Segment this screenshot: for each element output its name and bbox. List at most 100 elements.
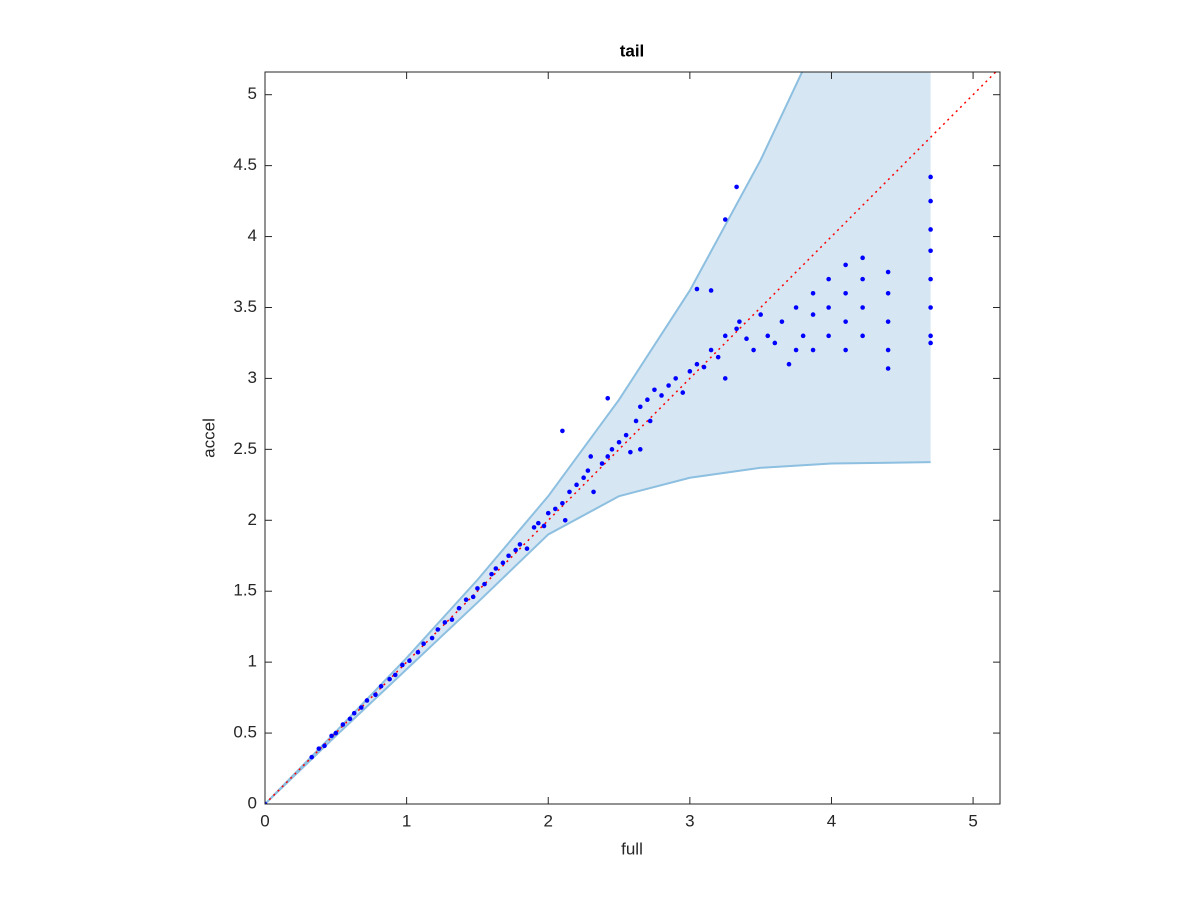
scatter-point — [722, 333, 728, 339]
scatter-point — [666, 383, 671, 388]
scatter-point — [265, 801, 268, 804]
scatter-point — [387, 676, 392, 682]
scatter-point — [810, 347, 816, 353]
scatter-point — [605, 395, 611, 401]
scatter-point — [843, 347, 848, 353]
scatter-point — [506, 553, 511, 559]
scatter-point — [652, 387, 657, 393]
y-tick-label: 5 — [248, 84, 257, 103]
scatter-point — [429, 635, 435, 641]
scatter-point — [531, 525, 537, 530]
scatter-point — [470, 594, 476, 600]
x-tick-label: 4 — [827, 811, 836, 830]
scatter-point — [860, 255, 865, 261]
scatter-point — [333, 730, 339, 736]
scatter-point — [329, 733, 334, 739]
scatter-point — [772, 340, 778, 346]
scatter-point — [860, 276, 865, 282]
scatter-point — [449, 617, 455, 622]
scatter-point — [588, 454, 594, 459]
y-tick-label: 0.5 — [233, 723, 257, 742]
scatter-point — [585, 468, 591, 473]
scatter-point — [928, 333, 933, 339]
scatter-point — [309, 754, 315, 760]
confidence-band — [265, 72, 931, 804]
y-axis-label: accel — [199, 418, 218, 458]
scatter-point — [442, 620, 448, 625]
scatter-point — [744, 336, 749, 341]
scatter-point — [800, 333, 806, 339]
scatter-point — [734, 184, 739, 190]
scatter-point — [553, 506, 558, 512]
scatter-point — [562, 517, 568, 523]
scatter-point — [628, 449, 633, 455]
scatter-point — [500, 560, 506, 566]
scatter-point — [715, 354, 721, 360]
scatter-point — [647, 418, 653, 424]
y-tick-label: 1 — [248, 652, 257, 671]
scatter-point — [928, 276, 933, 282]
scatter-point — [373, 692, 378, 698]
scatter-point — [722, 217, 728, 222]
scatter-point — [340, 722, 346, 727]
scatter-point — [885, 347, 891, 353]
scatter-point — [378, 683, 384, 689]
scatter-point — [928, 340, 933, 346]
scatter-point — [765, 333, 771, 339]
scatter-point — [524, 546, 530, 551]
scatter-point — [885, 291, 891, 296]
scatter-point — [826, 305, 831, 310]
scatter-point — [928, 174, 933, 180]
y-tick-label: 2 — [248, 510, 257, 529]
scatter-point — [407, 658, 412, 664]
scatter-point — [482, 581, 487, 587]
scatter-point — [860, 333, 865, 339]
scatter-point — [786, 361, 792, 367]
scatter-point — [545, 510, 551, 516]
scatter-point — [351, 710, 357, 716]
scatter-point — [843, 291, 848, 296]
scatter-point — [421, 641, 426, 646]
scatter-point — [599, 461, 605, 466]
scatter-point — [616, 439, 622, 445]
scatter-point — [581, 475, 586, 481]
scatter-point — [751, 347, 756, 353]
scatter-point — [400, 662, 405, 668]
scatter-point — [637, 404, 643, 410]
y-tick-label: 1.5 — [233, 581, 257, 600]
scatter-point — [456, 605, 462, 611]
x-axis-label: full — [621, 839, 643, 858]
scatter-point — [415, 649, 421, 655]
plot-area — [265, 72, 997, 804]
scatter-point — [885, 269, 891, 275]
scatter-point — [701, 364, 707, 370]
scatter-point — [322, 743, 327, 749]
scatter-point — [637, 447, 643, 452]
axes: 0 1 2 3 4 5 0 0.5 1 1.5 2 2.5 3 3.5 4 4.5 5 — [233, 71, 1001, 830]
x-tick-label: 3 — [685, 811, 694, 830]
scatter-point — [609, 447, 615, 452]
scatter-point — [513, 547, 518, 553]
scatter-point — [347, 716, 353, 722]
scatter-point — [517, 542, 523, 547]
y-tick-label: 3 — [248, 368, 257, 387]
scatter-point — [659, 393, 664, 398]
scatter-point — [810, 291, 816, 296]
scatter-point — [793, 347, 799, 353]
scatter-point — [708, 288, 714, 293]
x-tick-label: 5 — [968, 811, 977, 830]
scatter-point — [673, 376, 678, 381]
scatter-point — [605, 454, 611, 459]
scatter-point — [560, 500, 565, 506]
scatter-point — [560, 428, 565, 434]
scatter-point — [843, 262, 848, 268]
scatter-point — [826, 333, 831, 339]
y-tick-label: 3.5 — [233, 297, 257, 316]
scatter-point — [680, 390, 686, 395]
scatter-point — [779, 319, 785, 324]
axes-box — [264, 71, 1001, 805]
scatter-point — [928, 305, 933, 310]
scatter-point — [810, 312, 816, 317]
scatter-point — [633, 418, 639, 424]
